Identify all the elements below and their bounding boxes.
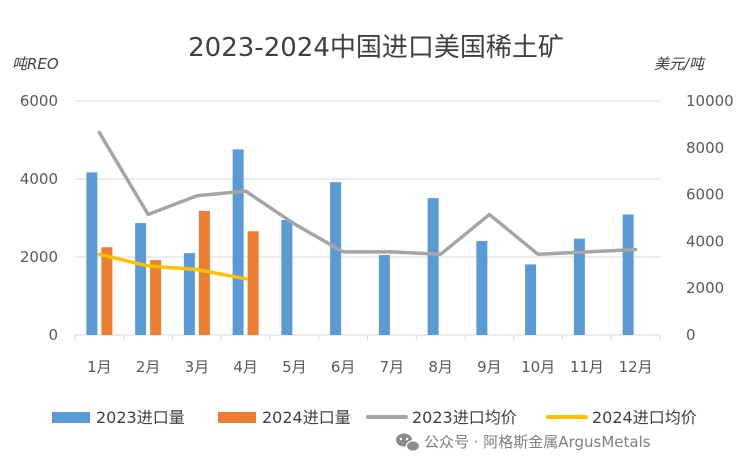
- right-tick-label: 0: [686, 326, 696, 344]
- bar-2023-volume: [232, 149, 244, 335]
- category-label: 1月: [87, 358, 112, 376]
- category-label: 6月: [331, 358, 356, 376]
- legend-label: 2023进口均价: [412, 408, 517, 427]
- axes: 0 2000 4000 6000 0 2000 4000 6000 8000 10000 1月 2月 3…: [20, 92, 734, 376]
- bar-2023-volume: [573, 238, 585, 335]
- bar-2023-volume: [330, 182, 342, 335]
- line-2023-price: [97, 130, 638, 257]
- legend: 2023进口量 2024进口量 2023进口均价 2024进口均价: [52, 408, 697, 427]
- gridlines: [75, 100, 660, 336]
- right-tick-label: 10000: [686, 92, 734, 110]
- bar-2023-volume: [427, 198, 439, 335]
- category-label: 10月: [521, 358, 555, 376]
- right-tick-label: 4000: [686, 232, 724, 250]
- category-label: 8月: [428, 358, 453, 376]
- category-label: 4月: [233, 358, 258, 376]
- watermark: 公众号 · 阿格斯金属ArgusMetals: [396, 433, 651, 452]
- legend-swatch: [218, 412, 256, 423]
- category-label: 9月: [477, 358, 502, 376]
- bar-2023-volume: [622, 214, 634, 335]
- category-label: 11月: [570, 358, 604, 376]
- legend-label: 2024进口量: [262, 408, 351, 427]
- category-label: 2月: [136, 358, 161, 376]
- left-tick-label: 6000: [20, 92, 58, 110]
- bar-2024-volume: [101, 247, 113, 335]
- left-tick-label: 0: [48, 326, 58, 344]
- category-label: 7月: [380, 358, 405, 376]
- lines: [97, 130, 638, 281]
- legend-label: 2023进口量: [96, 408, 185, 427]
- bar-2023-volume: [135, 223, 147, 335]
- bar-2023-volume: [476, 241, 488, 335]
- right-tick-label: 8000: [686, 139, 724, 157]
- legend-swatch: [52, 412, 90, 423]
- bar-2024-volume: [247, 231, 259, 335]
- wechat-icon: [396, 433, 421, 452]
- bar-2024-volume: [150, 260, 162, 335]
- bar-2023-volume: [281, 219, 293, 335]
- legend-label: 2024进口均价: [592, 408, 697, 427]
- chart-title: 2023-2024中国进口美国稀土矿: [188, 33, 564, 63]
- bar-2023-volume: [183, 253, 195, 335]
- bars: [86, 149, 634, 335]
- right-tick-label: 6000: [686, 186, 724, 204]
- left-axis-unit: 吨REO: [12, 55, 59, 73]
- category-label: 5月: [282, 358, 307, 376]
- right-axis-unit: 美元/吨: [654, 55, 706, 73]
- bar-2023-volume: [378, 255, 390, 335]
- left-tick-label: 4000: [20, 170, 58, 188]
- line-2024-price: [97, 252, 248, 281]
- bar-2023-volume: [525, 264, 537, 335]
- category-label: 3月: [185, 358, 210, 376]
- watermark-text: 公众号 · 阿格斯金属ArgusMetals: [424, 433, 651, 451]
- left-tick-label: 2000: [20, 248, 58, 266]
- bar-2023-volume: [86, 172, 98, 335]
- bar-2024-volume: [198, 210, 210, 335]
- category-label: 12月: [619, 358, 653, 376]
- right-tick-label: 2000: [686, 279, 724, 297]
